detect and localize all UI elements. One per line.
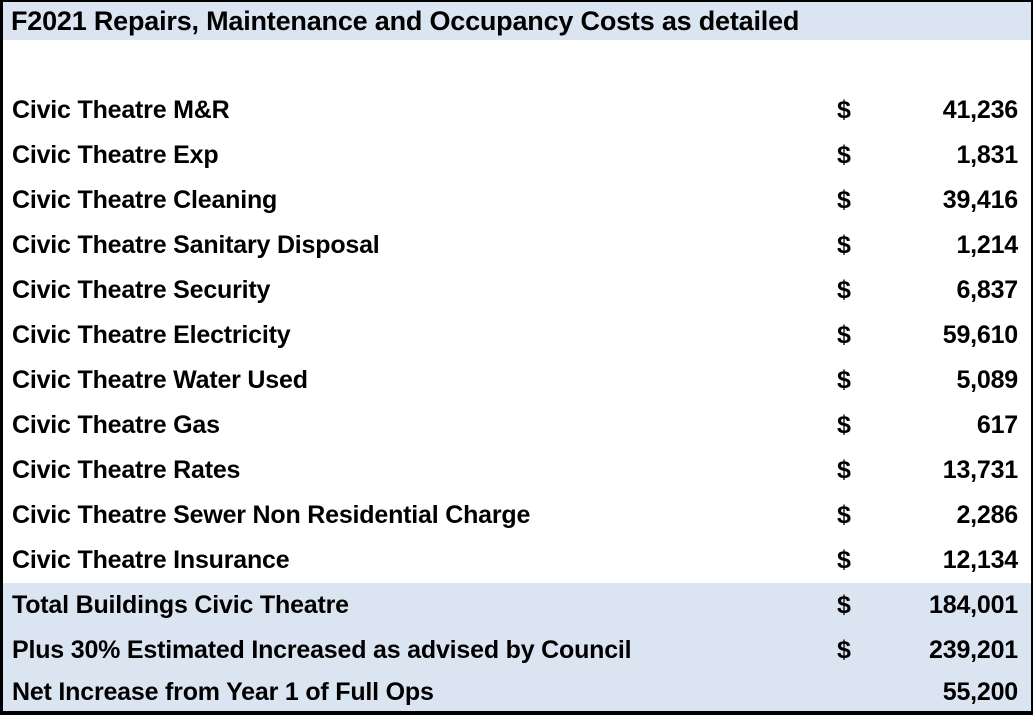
currency-symbol: $ [837, 231, 851, 259]
table-row: Civic Theatre Exp $1,831 [3, 133, 1031, 178]
row-label: Civic Theatre Insurance [12, 546, 290, 574]
row-label: Civic Theatre Exp [12, 141, 219, 169]
row-label: Civic Theatre Water Used [12, 366, 308, 394]
row-label: Civic Theatre Cleaning [12, 186, 278, 214]
row-value: 239,201 [929, 636, 1018, 664]
row-label: Civic Theatre Rates [12, 456, 241, 484]
row-label: Net Increase from Year 1 of Full Ops [12, 677, 434, 706]
currency-symbol: $ [837, 186, 851, 214]
table-row: Civic Theatre M&R $41,236 [3, 88, 1031, 133]
row-value: 1,831 [956, 141, 1018, 169]
summary-section: Total Buildings Civic Theatre $184,001 Plu… [3, 583, 1031, 711]
row-value: 12,134 [942, 546, 1018, 574]
row-value: 617 [976, 411, 1018, 439]
table-row: Civic Theatre Rates $13,731 [3, 448, 1031, 493]
row-value: 1,214 [956, 231, 1018, 259]
row-value: 2,286 [956, 501, 1018, 529]
table-row: Civic Theatre Sewer Non Residential Char… [3, 493, 1031, 538]
row-label: Civic Theatre Gas [12, 411, 220, 439]
table-row: Civic Theatre Security $6,837 [3, 268, 1031, 313]
row-label: Civic Theatre Sewer Non Residential Char… [12, 501, 531, 529]
row-value: 59,610 [942, 321, 1018, 349]
row-label: Total Buildings Civic Theatre [12, 591, 349, 619]
table-row: Civic Theatre Water Used $5,089 [3, 358, 1031, 403]
row-label: Civic Theatre Sanitary Disposal [12, 231, 380, 259]
currency-symbol: $ [837, 546, 851, 574]
row-label: Civic Theatre Electricity [12, 321, 291, 349]
table-row: Civic Theatre Electricity $59,610 [3, 313, 1031, 358]
table-row: Civic Theatre Gas $617 [3, 403, 1031, 448]
row-value: 184,001 [929, 591, 1018, 619]
row-value: 13,731 [942, 456, 1018, 484]
row-label: Civic Theatre M&R [12, 96, 230, 124]
row-value: 5,089 [956, 366, 1018, 394]
table-row: Civic Theatre Sanitary Disposal $1,214 [3, 223, 1031, 268]
page-title: F2021 Repairs, Maintenance and Occupancy… [11, 5, 800, 36]
currency-symbol: $ [837, 141, 851, 169]
line-items-section: Civic Theatre M&R $41,236 Civic Theatre Ex… [3, 88, 1031, 583]
row-label: Civic Theatre Security [12, 276, 271, 304]
table-row: Civic Theatre Insurance $12,134 [3, 538, 1031, 583]
row-label: Plus 30% Estimated Increased as advised … [12, 636, 632, 664]
currency-symbol: $ [837, 591, 851, 619]
currency-symbol: $ [837, 456, 851, 484]
table-row: Net Increase from Year 1 of Full Ops 55,2… [3, 673, 1031, 711]
row-value: 39,416 [942, 186, 1018, 214]
row-value: 55,200 [942, 677, 1018, 706]
currency-symbol: $ [837, 501, 851, 529]
row-value: 41,236 [942, 96, 1018, 124]
currency-symbol: $ [837, 321, 851, 349]
currency-symbol: $ [837, 366, 851, 394]
currency-symbol: $ [837, 96, 851, 124]
title-row: F2021 Repairs, Maintenance and Occupancy… [3, 2, 1031, 40]
table-row: Plus 30% Estimated Increased as advised … [3, 628, 1031, 673]
blank-rows [3, 40, 1031, 88]
currency-symbol: $ [837, 276, 851, 304]
currency-symbol: $ [837, 636, 851, 664]
currency-symbol: $ [837, 411, 851, 439]
row-value: 6,837 [956, 276, 1018, 304]
table-row: Total Buildings Civic Theatre $184,001 [3, 583, 1031, 628]
table-row: Civic Theatre Cleaning $39,416 [3, 178, 1031, 223]
